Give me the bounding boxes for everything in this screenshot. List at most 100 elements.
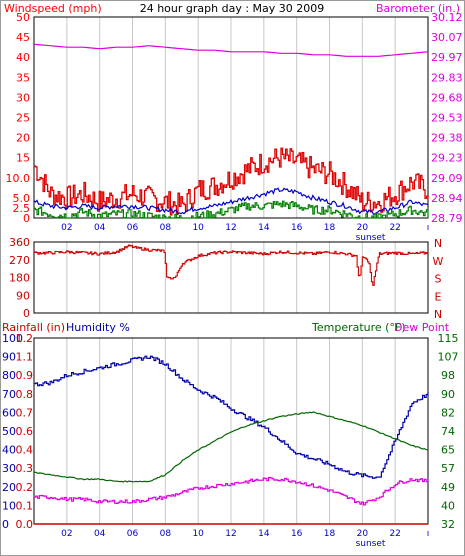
x-tick-bottom-1: 04 xyxy=(94,529,106,539)
rain-tick-0: 1.2 xyxy=(16,332,34,345)
rain-tick-3: 0.8 xyxy=(16,388,34,401)
direction-tick-3: 90 xyxy=(16,289,30,302)
x-tick-bottom-11: ı xyxy=(427,529,430,539)
temperature-tick-7: 57 xyxy=(441,462,455,475)
temperature-tick-4: 82 xyxy=(441,406,455,419)
wind-tick-3: 35 xyxy=(16,71,30,84)
x-tick-top-2: 06 xyxy=(127,223,139,233)
barometer-tick-3: 29.83 xyxy=(431,71,463,84)
series-dewpoint xyxy=(34,476,429,506)
humidity-tick-4: 60 xyxy=(2,406,16,419)
wind-tick-8: 10.0 xyxy=(6,172,31,185)
wind-axis-label: Windspeed (mph) xyxy=(4,2,102,15)
x-tick-top-0: 02 xyxy=(61,223,72,233)
wind-tick-1: 45 xyxy=(16,31,30,44)
x-tick-top-8: 18 xyxy=(324,223,336,233)
barometer-tick-6: 29.38 xyxy=(431,132,463,145)
humidity-tick-5: 50 xyxy=(2,425,16,438)
barometer-tick-10: 28.79 xyxy=(431,212,463,225)
compass-label-3: E xyxy=(435,290,442,303)
wind-tick-0: 50 xyxy=(16,11,30,24)
x-tick-bottom-7: 16 xyxy=(291,529,303,539)
barometer-tick-8: 29.09 xyxy=(431,172,463,185)
series-windgust xyxy=(34,147,429,216)
humidity-tick-0: 100 xyxy=(2,332,23,345)
barometer-tick-0: 30.12 xyxy=(431,11,463,24)
barometer-tick-5: 29.53 xyxy=(431,112,463,125)
x-tick-bottom-10: 22 xyxy=(389,529,400,539)
x-tick-top-4: 10 xyxy=(192,223,204,233)
rain-tick-4: 0.7 xyxy=(16,406,34,419)
rainfall-axis-label: Rainfall (in) xyxy=(2,321,65,334)
humidity-tick-3: 70 xyxy=(2,388,16,401)
wind-tick-7: 15 xyxy=(16,152,30,165)
compass-label-4: N xyxy=(434,308,442,321)
barometer-tick-2: 29.97 xyxy=(431,51,463,64)
rain-tick-7: 0.3 xyxy=(16,462,34,475)
rain-tick-5: 0.6 xyxy=(16,425,34,438)
compass-label-2: S xyxy=(435,273,442,286)
x-tick-bottom-0: 02 xyxy=(61,529,72,539)
barometer-tick-9: 28.94 xyxy=(431,192,463,205)
temperature-axis-label: Temperature (°F) xyxy=(311,321,406,334)
chart-title: 24 hour graph day : May 30 2009 xyxy=(140,2,325,15)
sunset-label-top: sunset xyxy=(356,233,386,243)
humidity-tick-8: 20 xyxy=(2,481,16,494)
x-tick-top-7: 16 xyxy=(291,223,303,233)
temperature-tick-9: 40 xyxy=(441,499,455,512)
barometer-tick-4: 29.68 xyxy=(431,91,463,104)
x-tick-bottom-5: 12 xyxy=(225,529,236,539)
direction-tick-4: 0 xyxy=(23,307,30,320)
series-temperature xyxy=(33,411,429,483)
sunset-label-bottom: sunset xyxy=(356,539,386,549)
series-windavg xyxy=(33,187,429,216)
barometer-tick-7: 29.23 xyxy=(431,152,463,165)
wind-tick-10: 2.5 xyxy=(13,202,31,215)
series-humidity xyxy=(34,355,429,479)
temperature-tick-2: 98 xyxy=(441,369,455,382)
temperature-tick-5: 74 xyxy=(441,425,455,438)
rain-tick-2: 0.9 xyxy=(16,369,34,382)
wind-tick-5: 25 xyxy=(16,112,30,125)
series-direction xyxy=(34,244,429,286)
x-tick-bottom-6: 14 xyxy=(258,529,270,539)
x-tick-bottom-9: 20 xyxy=(357,529,369,539)
rain-tick-1: 1.1 xyxy=(16,351,34,364)
temperature-tick-10: 32 xyxy=(441,518,455,531)
barometer-tick-1: 30.07 xyxy=(431,31,463,44)
temperature-tick-0: 115 xyxy=(438,332,459,345)
humidity-axis-label: Humidity % xyxy=(66,321,130,334)
temperature-tick-6: 65 xyxy=(441,444,455,457)
wind-tick-9: 5.0 xyxy=(13,192,31,205)
humidity-tick-2: 80 xyxy=(2,369,16,382)
rain-tick-9: 0.1 xyxy=(16,499,34,512)
humidity-tick-1: 90 xyxy=(2,351,16,364)
x-tick-bottom-2: 06 xyxy=(127,529,139,539)
direction-tick-2: 180 xyxy=(9,272,30,285)
humidity-tick-6: 40 xyxy=(2,444,16,457)
compass-label-1: W xyxy=(433,255,444,268)
humidity-tick-10: 0 xyxy=(2,518,9,531)
x-tick-top-5: 12 xyxy=(225,223,236,233)
temperature-tick-8: 49 xyxy=(441,481,455,494)
wind-panel-frame xyxy=(33,16,429,219)
humidity-tick-7: 30 xyxy=(2,462,16,475)
series-windmin xyxy=(34,200,429,219)
temperature-tick-3: 90 xyxy=(441,388,455,401)
x-tick-top-3: 08 xyxy=(160,223,172,233)
temperature-tick-1: 107 xyxy=(438,351,459,364)
x-tick-top-1: 04 xyxy=(94,223,106,233)
direction-panel-frame xyxy=(33,241,429,314)
series-barometer xyxy=(33,43,429,57)
direction-tick-0: 360 xyxy=(9,236,30,249)
barometer-axis-label: Barometer (in.) xyxy=(376,2,460,15)
rain-tick-6: 0.4 xyxy=(16,444,34,457)
x-tick-bottom-8: 18 xyxy=(324,529,336,539)
x-tick-bottom-4: 10 xyxy=(192,529,204,539)
wind-tick-4: 30 xyxy=(16,91,30,104)
direction-tick-1: 270 xyxy=(9,254,30,267)
x-tick-top-10: 22 xyxy=(389,223,400,233)
dewpoint-axis-label: Dew Point xyxy=(394,321,450,334)
compass-label-0: N xyxy=(434,237,442,250)
